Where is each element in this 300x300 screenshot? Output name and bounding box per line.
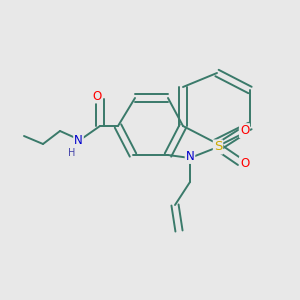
Text: O: O bbox=[92, 89, 102, 103]
Text: O: O bbox=[240, 124, 249, 137]
Text: N: N bbox=[186, 150, 194, 163]
Text: S: S bbox=[214, 140, 222, 154]
Text: H: H bbox=[68, 148, 76, 158]
Text: O: O bbox=[240, 157, 249, 170]
Text: N: N bbox=[74, 134, 83, 146]
